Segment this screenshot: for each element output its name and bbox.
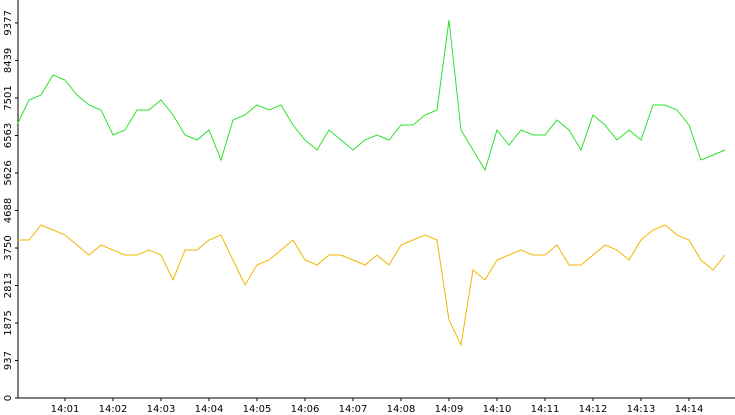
data-line	[17, 224, 726, 347]
y-tick-label: 7501	[3, 85, 14, 110]
x-tick-label: 14:02	[99, 404, 128, 415]
x-tick-label: 14:07	[339, 404, 368, 415]
x-tick-label: 14:13	[627, 404, 656, 415]
x-tick-label: 14:05	[243, 404, 272, 415]
x-tick-label: 14:03	[147, 404, 176, 415]
data-line	[16, 19, 726, 172]
x-tick-label: 14:08	[387, 404, 416, 415]
x-tick-label: 14:04	[195, 404, 224, 415]
y-tick-label: 2813	[3, 273, 14, 298]
y-tick-label: 5626	[3, 160, 14, 185]
x-tick-label: 14:09	[435, 404, 464, 415]
x-tick-label: 14:11	[531, 404, 560, 415]
y-tick-label: 6563	[3, 123, 14, 148]
y-tick-label: 4688	[3, 198, 14, 223]
x-tick-label: 14:06	[291, 404, 320, 415]
x-tick-label: 14:10	[483, 404, 512, 415]
y-tick-label: 9377	[3, 10, 14, 35]
x-tick-label: 14:12	[579, 404, 608, 415]
y-tick-label: 937	[3, 351, 14, 370]
y-tick-label: 1875	[3, 310, 14, 335]
y-tick-label: 0	[3, 395, 14, 401]
y-tick-label: 3750	[3, 235, 14, 260]
x-tick-label: 14:14	[675, 404, 704, 415]
x-tick-label: 14:01	[51, 404, 80, 415]
y-tick-label: 8439	[3, 48, 14, 73]
